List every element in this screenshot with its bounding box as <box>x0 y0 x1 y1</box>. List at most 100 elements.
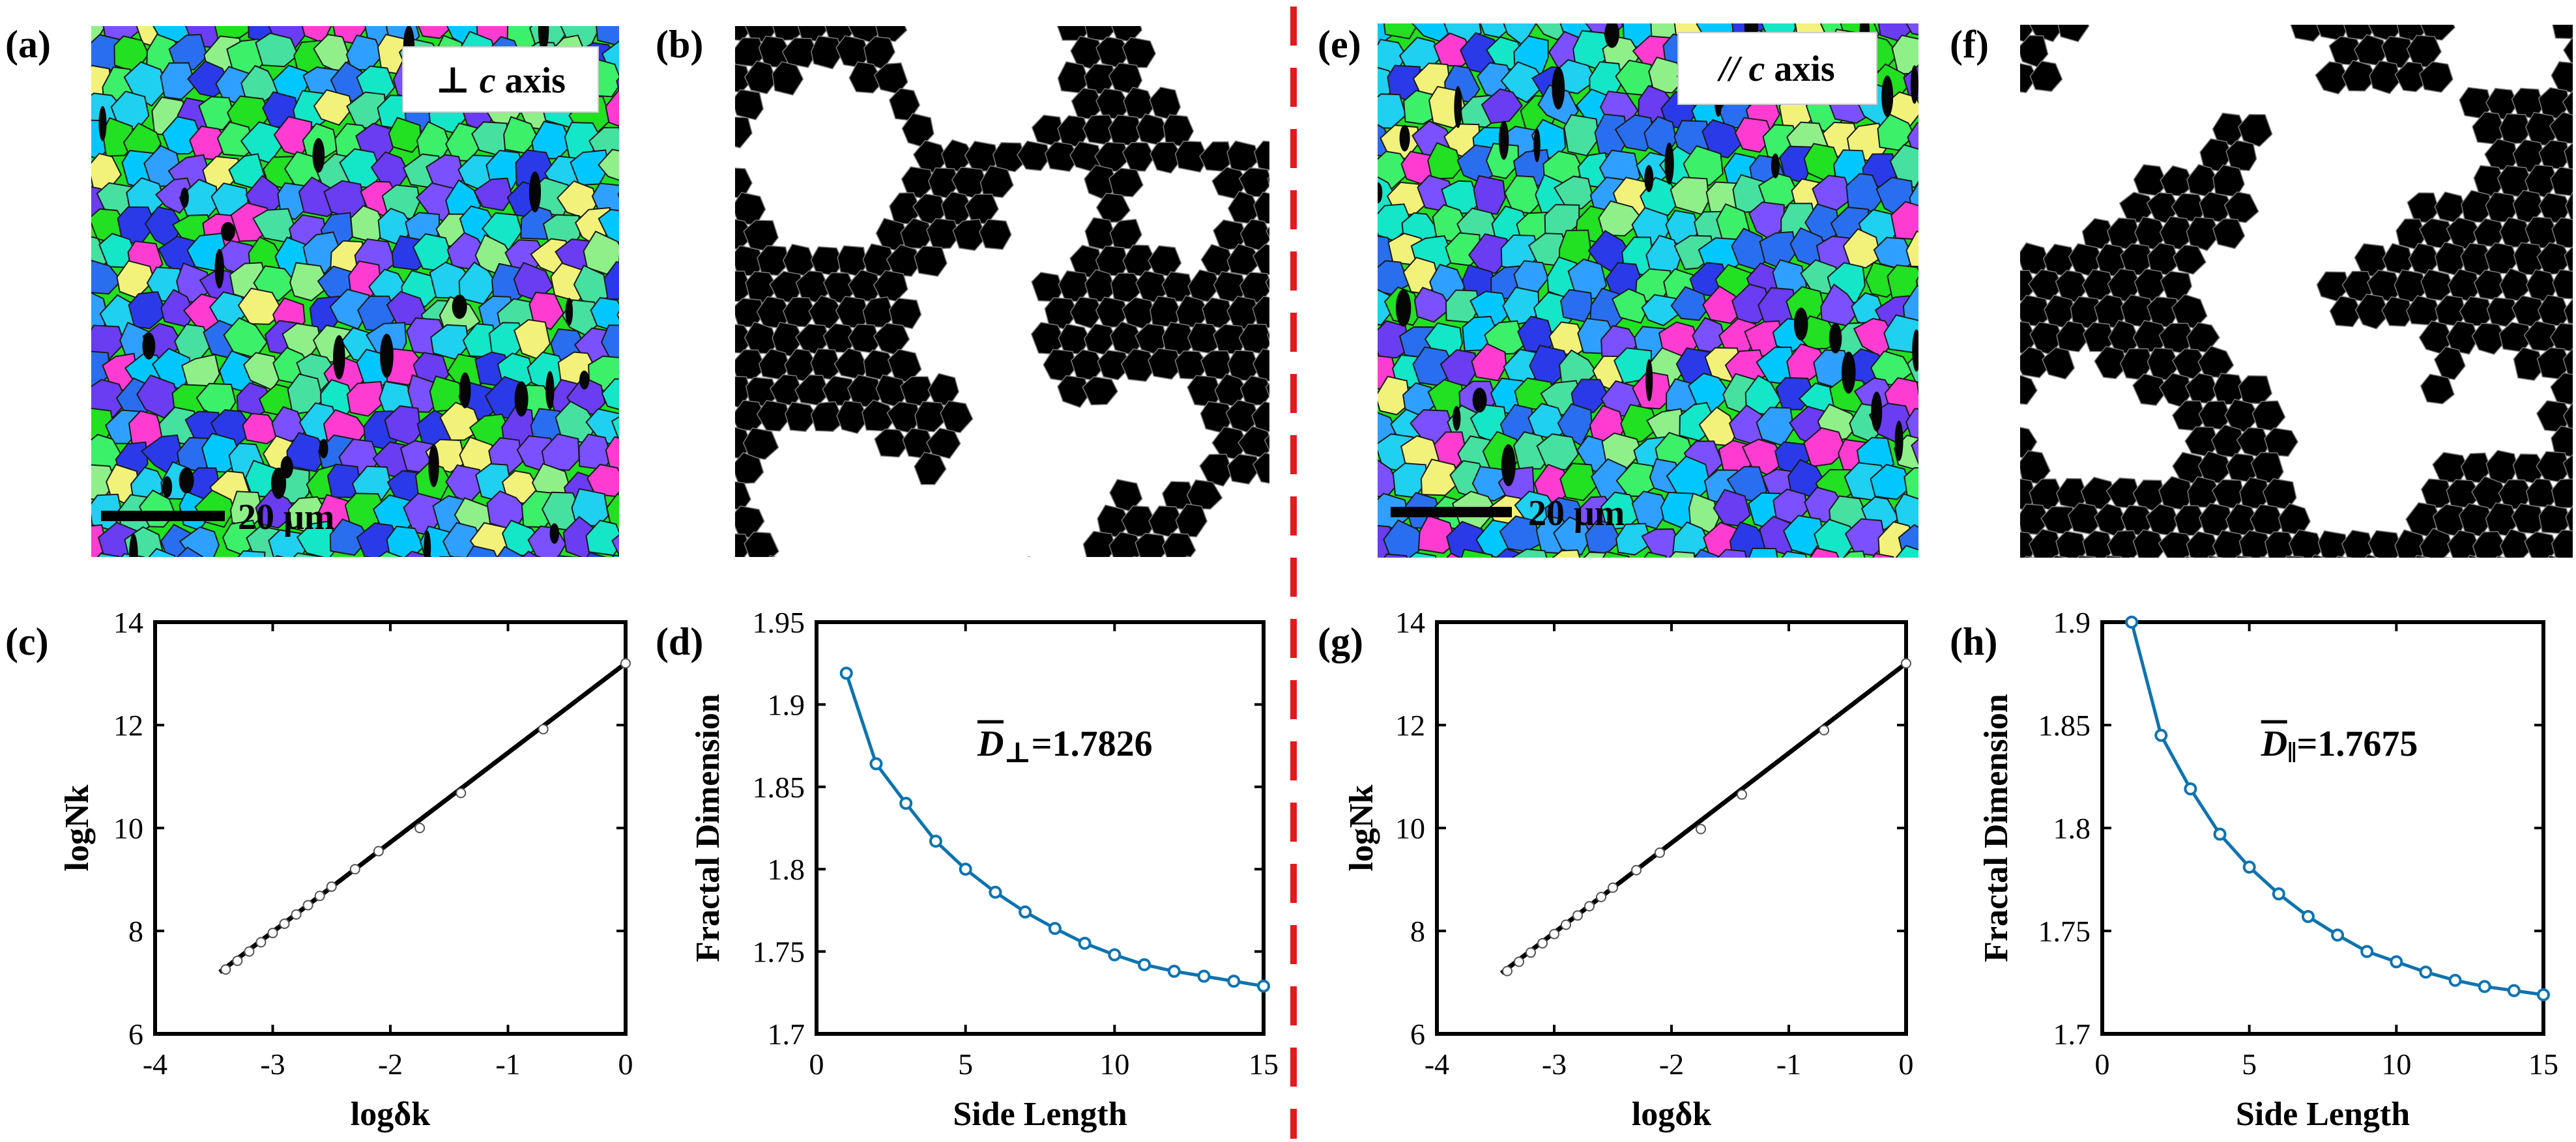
grain <box>1620 404 1659 444</box>
pore <box>1501 444 1516 487</box>
grain <box>528 291 564 331</box>
grain <box>541 433 580 472</box>
grain <box>255 489 298 529</box>
grain <box>439 556 464 557</box>
grain <box>2565 505 2573 535</box>
grain <box>2391 557 2394 558</box>
grain <box>2367 530 2403 558</box>
data-point <box>1078 936 1092 950</box>
grain <box>1648 56 1685 94</box>
grain <box>2467 554 2480 558</box>
axes-frame <box>2100 620 2545 1036</box>
data-point <box>1737 789 1747 800</box>
grain <box>1803 427 1847 468</box>
grain <box>1427 142 1463 180</box>
x-tick-label: 0 <box>2095 1048 2110 1081</box>
grain <box>1413 287 1452 323</box>
data-point <box>1608 882 1618 893</box>
grain <box>2551 529 2573 558</box>
panel-label-d: (d) <box>656 620 703 663</box>
grain <box>1254 140 1269 171</box>
grain <box>2354 293 2390 330</box>
grain <box>1511 548 1548 558</box>
y-tick-label: 10 <box>1395 812 1425 845</box>
grain <box>255 32 299 68</box>
chart-d: (d) 0 5 10 15 1.7 1.75 1.8 1.85 1.9 1.95 Side Lengt… <box>656 606 1279 1133</box>
grain <box>2055 530 2089 558</box>
grain <box>601 378 619 410</box>
grain <box>2020 346 2052 378</box>
grain <box>1902 284 1918 326</box>
y-tick-label: 1.95 <box>753 606 805 639</box>
grain <box>1614 114 1655 152</box>
x-tick-label: -1 <box>1776 1048 1801 1081</box>
grain <box>1842 228 1882 269</box>
grain <box>2547 554 2559 558</box>
grain <box>1446 552 1462 558</box>
data-point <box>1584 901 1595 912</box>
grain <box>1148 560 1181 591</box>
grain <box>473 177 514 212</box>
grain <box>2563 298 2573 324</box>
grain <box>744 531 779 557</box>
grain <box>605 436 619 474</box>
grain <box>121 552 145 557</box>
pore <box>1378 182 1383 203</box>
data-point <box>1696 823 1706 835</box>
pore <box>1604 23 1619 48</box>
grain <box>557 554 577 557</box>
grain <box>874 429 910 458</box>
grain <box>735 117 753 149</box>
grain <box>848 61 884 94</box>
grain <box>2563 36 2573 64</box>
grain <box>1252 243 1269 276</box>
grain <box>1045 558 1078 588</box>
grain <box>128 291 167 330</box>
grain <box>497 545 523 557</box>
grain <box>1701 119 1744 159</box>
grain <box>2235 555 2252 558</box>
grain <box>1536 433 1580 470</box>
grain <box>1417 515 1457 554</box>
grain <box>1559 463 1597 502</box>
grain <box>199 559 240 591</box>
data-point <box>314 891 325 902</box>
grain <box>2104 555 2122 558</box>
y-tick-label: 12 <box>113 709 143 742</box>
annotation-subscript: ⊥ <box>1004 737 1031 769</box>
annotation-value: =1.7675 <box>2296 724 2418 764</box>
grain <box>267 26 309 49</box>
grain <box>598 208 619 243</box>
y-tick-label: 1.8 <box>2053 812 2091 845</box>
pore <box>1793 307 1808 341</box>
grain <box>1924 207 1960 247</box>
grain <box>2056 321 2091 352</box>
grain <box>2186 531 2221 558</box>
grain <box>2472 531 2508 558</box>
grain <box>1889 144 1918 188</box>
grain <box>1748 547 1778 558</box>
x-axis-label: Side Length <box>953 1096 1127 1133</box>
grain <box>2562 347 2573 378</box>
grain <box>2495 555 2508 558</box>
grain <box>2225 139 2257 171</box>
pore <box>528 171 542 212</box>
data-point <box>2242 861 2256 874</box>
x-axis-label: Side Length <box>2236 1096 2410 1133</box>
grain <box>1485 143 1520 179</box>
grain <box>2158 531 2195 558</box>
grain <box>1814 519 1857 558</box>
grain <box>635 553 672 595</box>
data-point <box>279 918 290 929</box>
data-point <box>1227 975 1241 988</box>
grain <box>1252 348 1269 382</box>
grain <box>2369 60 2401 94</box>
grain <box>1905 23 1918 36</box>
grain <box>1781 550 1807 558</box>
x-tick-label: 0 <box>809 1048 824 1081</box>
y-axis-label: logNk <box>59 784 96 871</box>
pore <box>549 523 559 544</box>
binary-grain-pattern <box>735 26 1269 591</box>
grain <box>925 427 961 459</box>
grain <box>1870 464 1912 500</box>
